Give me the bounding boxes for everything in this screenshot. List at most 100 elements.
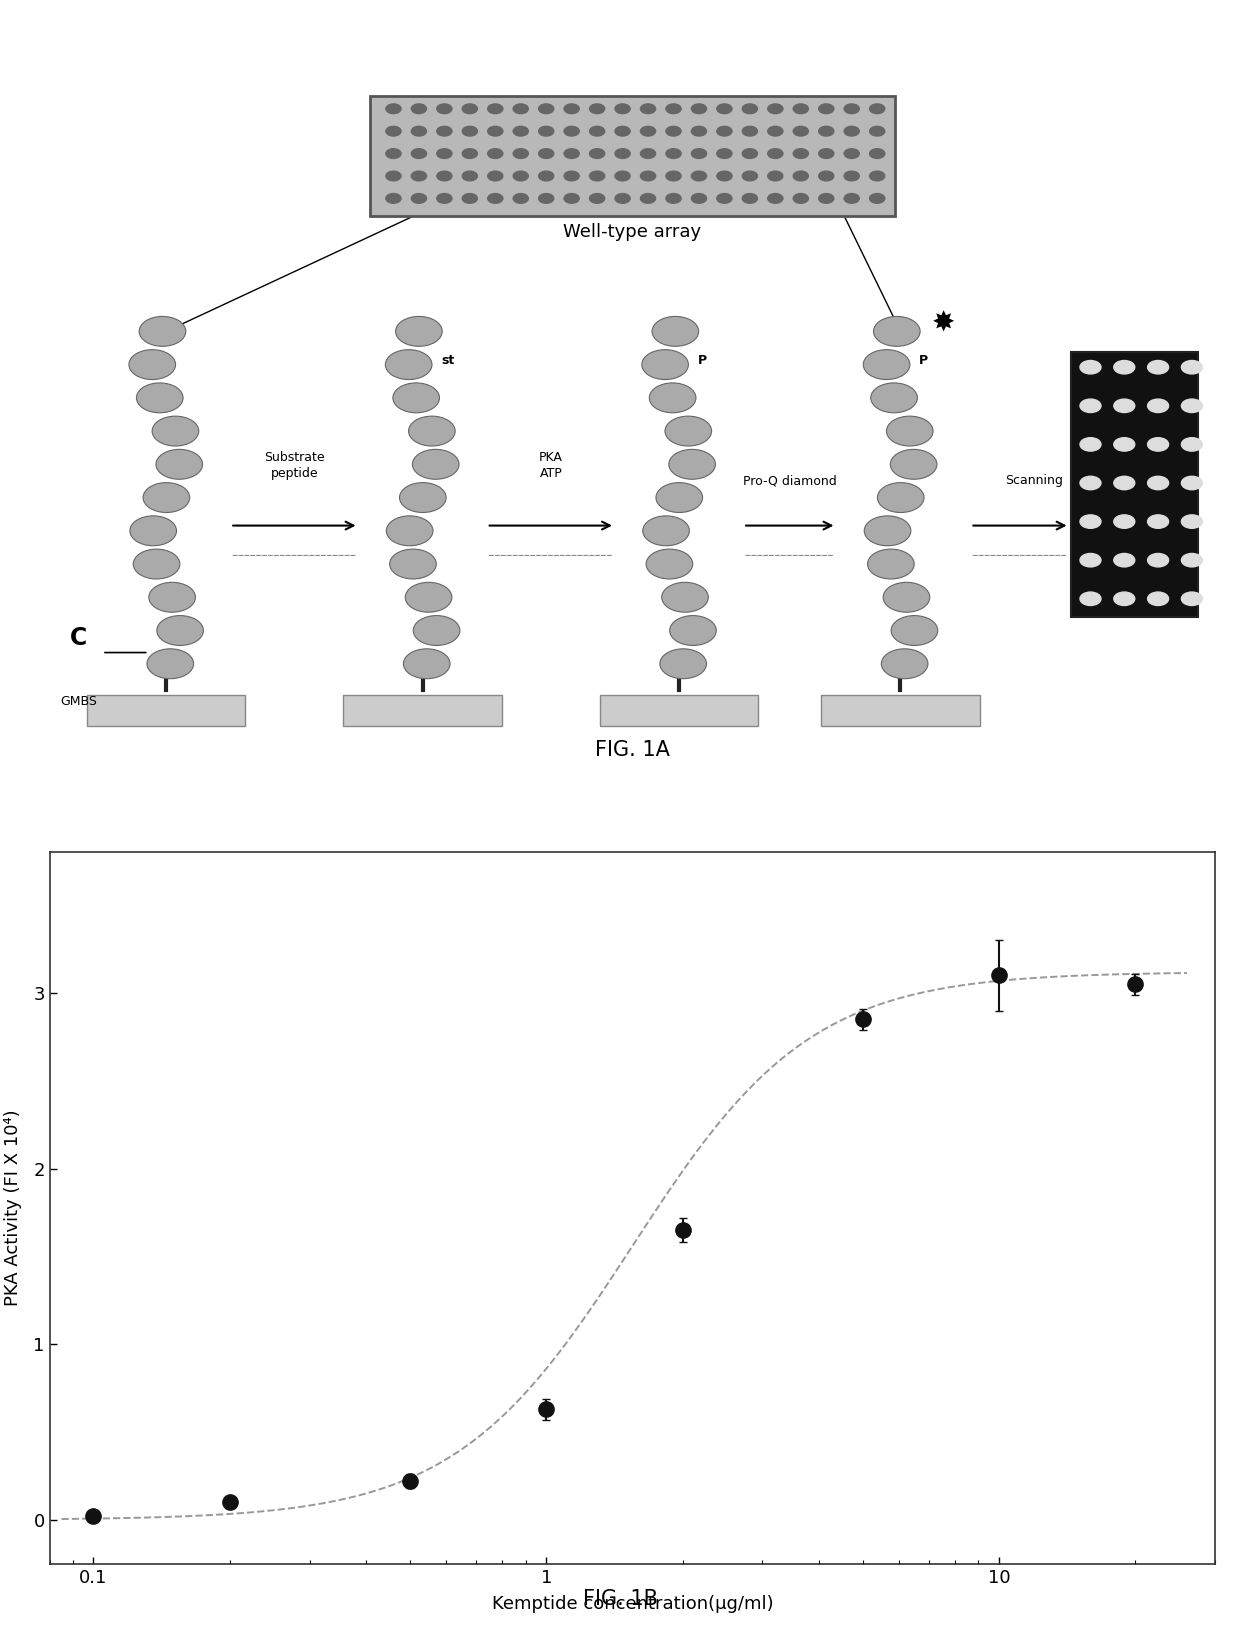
Circle shape (463, 104, 477, 114)
Circle shape (717, 104, 732, 114)
Circle shape (868, 549, 914, 578)
Circle shape (692, 194, 707, 204)
Circle shape (641, 171, 656, 181)
Circle shape (463, 171, 477, 181)
Circle shape (615, 194, 630, 204)
Text: Scanning: Scanning (1006, 474, 1064, 487)
Circle shape (393, 383, 439, 412)
Circle shape (408, 415, 455, 446)
FancyBboxPatch shape (87, 696, 246, 727)
Circle shape (1114, 515, 1135, 528)
Circle shape (1080, 399, 1101, 412)
Circle shape (1182, 554, 1203, 567)
Circle shape (589, 148, 605, 158)
Circle shape (768, 194, 782, 204)
Text: GMBS: GMBS (61, 694, 97, 707)
Text: C: C (71, 626, 87, 650)
Circle shape (1147, 554, 1168, 567)
Circle shape (768, 127, 782, 137)
Circle shape (869, 127, 885, 137)
Circle shape (513, 127, 528, 137)
Circle shape (666, 127, 681, 137)
Circle shape (1182, 438, 1203, 451)
Circle shape (666, 171, 681, 181)
Circle shape (656, 482, 703, 513)
Circle shape (692, 127, 707, 137)
Circle shape (148, 648, 193, 679)
Circle shape (487, 127, 503, 137)
Circle shape (513, 194, 528, 204)
Circle shape (436, 104, 451, 114)
Circle shape (692, 104, 707, 114)
Circle shape (564, 194, 579, 204)
Circle shape (589, 127, 605, 137)
Circle shape (412, 104, 427, 114)
Circle shape (615, 148, 630, 158)
Circle shape (436, 171, 451, 181)
Circle shape (869, 148, 885, 158)
Circle shape (564, 171, 579, 181)
Circle shape (717, 194, 732, 204)
Circle shape (136, 383, 184, 412)
Circle shape (1080, 554, 1101, 567)
Circle shape (386, 148, 401, 158)
Circle shape (386, 104, 401, 114)
Circle shape (768, 171, 782, 181)
Circle shape (818, 194, 833, 204)
Circle shape (743, 148, 758, 158)
Circle shape (869, 194, 885, 204)
Circle shape (717, 171, 732, 181)
FancyBboxPatch shape (821, 696, 980, 727)
Circle shape (412, 148, 427, 158)
Circle shape (794, 127, 808, 137)
Circle shape (863, 350, 910, 380)
Circle shape (818, 148, 833, 158)
Circle shape (139, 316, 186, 347)
Circle shape (666, 104, 681, 114)
Circle shape (436, 127, 451, 137)
Circle shape (1147, 591, 1168, 606)
Circle shape (660, 648, 707, 679)
Circle shape (768, 104, 782, 114)
Circle shape (882, 648, 928, 679)
Circle shape (1147, 438, 1168, 451)
Circle shape (389, 549, 436, 578)
Circle shape (869, 171, 885, 181)
Circle shape (642, 350, 688, 380)
Text: Pro-Q diamond: Pro-Q diamond (743, 474, 837, 487)
Circle shape (538, 194, 554, 204)
Circle shape (513, 148, 528, 158)
Circle shape (887, 415, 932, 446)
Circle shape (844, 194, 859, 204)
Circle shape (1147, 515, 1168, 528)
Circle shape (1114, 399, 1135, 412)
Circle shape (130, 516, 176, 546)
Circle shape (399, 482, 446, 513)
Circle shape (662, 582, 708, 613)
Circle shape (156, 616, 203, 645)
Circle shape (1114, 360, 1135, 375)
Circle shape (794, 104, 808, 114)
Y-axis label: PKA Activity (FI X 10⁴): PKA Activity (FI X 10⁴) (4, 1109, 22, 1306)
Circle shape (564, 148, 579, 158)
Circle shape (652, 316, 698, 347)
Circle shape (646, 549, 693, 578)
Circle shape (818, 104, 833, 114)
Circle shape (1182, 515, 1203, 528)
Circle shape (436, 194, 451, 204)
Circle shape (615, 104, 630, 114)
Circle shape (615, 127, 630, 137)
Circle shape (794, 171, 808, 181)
Circle shape (413, 616, 460, 645)
Circle shape (1080, 476, 1101, 490)
Circle shape (1182, 476, 1203, 490)
FancyBboxPatch shape (371, 96, 895, 215)
Circle shape (1182, 399, 1203, 412)
Circle shape (794, 148, 808, 158)
Circle shape (129, 350, 176, 380)
Circle shape (1080, 591, 1101, 606)
Circle shape (386, 127, 401, 137)
Circle shape (873, 316, 920, 347)
Circle shape (1114, 554, 1135, 567)
FancyBboxPatch shape (1070, 352, 1198, 617)
